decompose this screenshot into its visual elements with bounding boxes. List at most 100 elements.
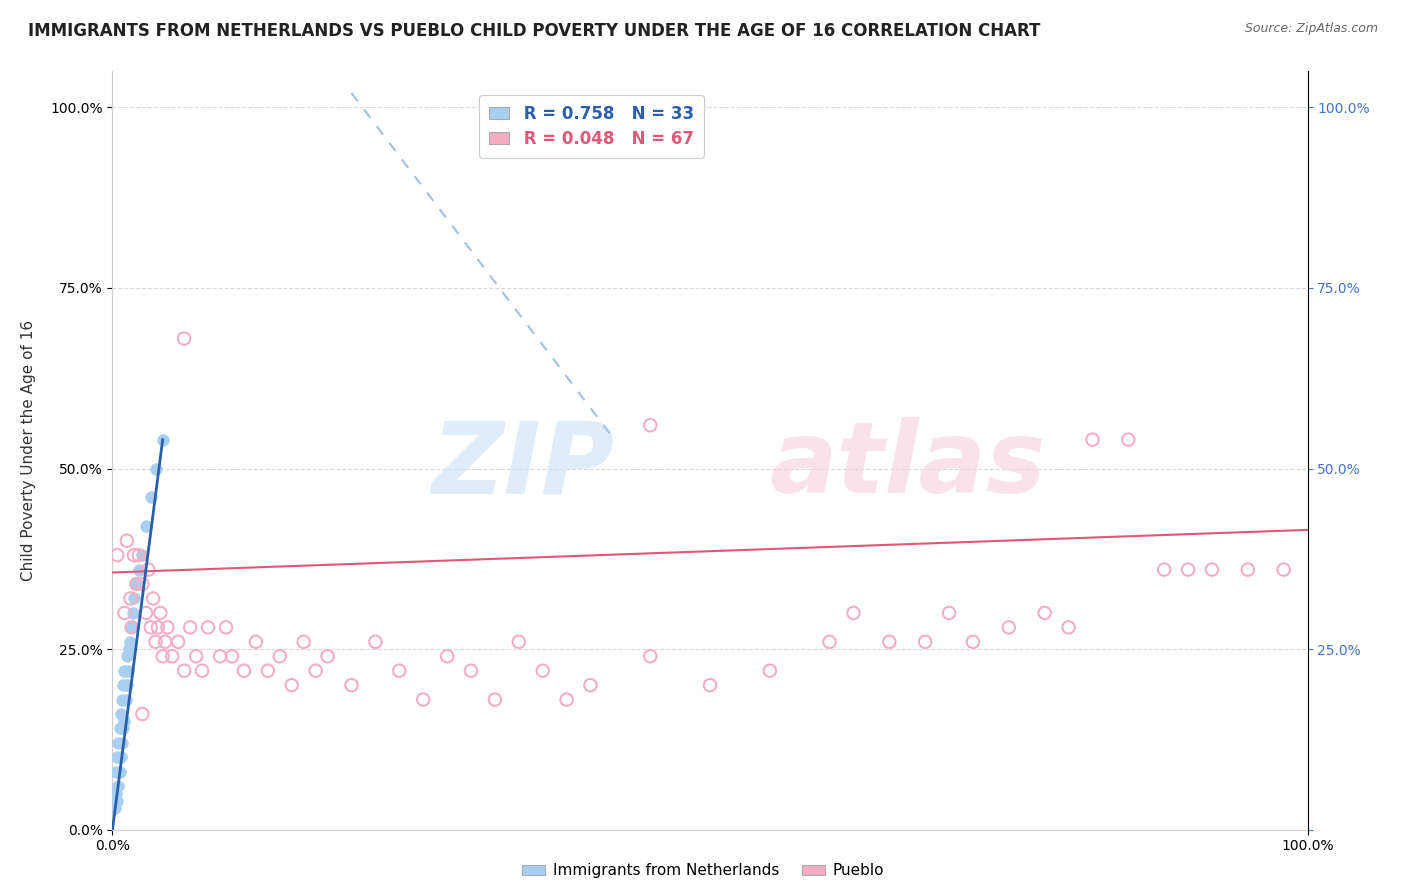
Point [121,620,143,634]
Point [115,678,138,692]
Point [121,606,143,620]
Point [142,591,165,606]
Text: ZIP: ZIP [432,417,614,514]
Point [105,787,128,801]
Y-axis label: Child Poverty Under the Age of 16: Child Poverty Under the Age of 16 [21,320,37,581]
Point [412,692,434,706]
Point [110,750,132,764]
Point [842,606,865,620]
Point [215,620,238,634]
Point [149,606,172,620]
Point [998,620,1021,634]
Point [197,620,219,634]
Point [1177,563,1199,577]
Point [135,606,157,620]
Point [107,736,129,750]
Point [579,678,602,692]
Point [1153,563,1175,577]
Point [484,692,506,706]
Point [120,591,142,606]
Point [179,620,201,634]
Point [269,649,291,664]
Point [114,692,136,706]
Point [108,764,131,779]
Point [104,801,127,815]
Point [105,750,128,764]
Point [1272,563,1295,577]
Point [111,736,134,750]
Point [640,418,662,433]
Point [257,664,280,678]
Point [555,692,578,706]
Point [112,678,135,692]
Point [173,332,195,346]
Point [131,577,153,591]
Point [135,519,157,533]
Point [114,606,135,620]
Point [1118,433,1140,447]
Point [292,635,315,649]
Point [436,649,458,664]
Point [122,548,145,562]
Point [460,664,482,678]
Point [152,433,174,447]
Point [115,533,138,548]
Point [316,649,339,664]
Point [156,620,179,634]
Legend:  R = 0.758   N = 33,  R = 0.048   N = 67: R = 0.758 N = 33, R = 0.048 N = 67 [479,95,704,158]
Point [364,635,387,649]
Point [125,577,148,591]
Point [145,635,167,649]
Point [962,635,984,649]
Point [121,620,143,634]
Point [281,678,304,692]
Point [879,635,901,649]
Point [107,779,129,793]
Point [145,461,167,475]
Point [138,563,160,577]
Point [1237,563,1260,577]
Point [245,635,267,649]
Point [209,649,232,664]
Point [640,649,662,664]
Point [128,563,150,577]
Point [115,649,138,664]
Point [186,649,208,664]
Point [146,620,169,634]
Point [139,620,162,634]
Point [125,577,148,591]
Point [1057,620,1080,634]
Point [114,714,135,729]
Point [1033,606,1056,620]
Point [152,649,174,664]
Point [110,706,132,721]
Point [128,548,150,562]
Point [112,722,135,736]
Point [233,664,256,678]
Point [114,664,135,678]
Text: IMMIGRANTS FROM NETHERLANDS VS PUEBLO CHILD POVERTY UNDER THE AGE OF 16 CORRELAT: IMMIGRANTS FROM NETHERLANDS VS PUEBLO CH… [28,22,1040,40]
Point [938,606,960,620]
Point [1201,563,1223,577]
Point [508,635,530,649]
Point [1081,433,1104,447]
Point [105,794,128,808]
Point [699,678,721,692]
Point [153,635,176,649]
Point [139,491,162,505]
Point [105,548,128,562]
Point [111,692,134,706]
Point [108,722,131,736]
Point [388,664,411,678]
Legend: Immigrants from Netherlands, Pueblo: Immigrants from Netherlands, Pueblo [516,857,890,884]
Point [122,591,145,606]
Point [162,649,183,664]
Text: atlas: atlas [770,417,1046,514]
Point [131,548,153,562]
Point [759,664,782,678]
Point [340,678,363,692]
Point [191,664,214,678]
Point [173,664,195,678]
Text: Source: ZipAtlas.com: Source: ZipAtlas.com [1244,22,1378,36]
Point [818,635,841,649]
